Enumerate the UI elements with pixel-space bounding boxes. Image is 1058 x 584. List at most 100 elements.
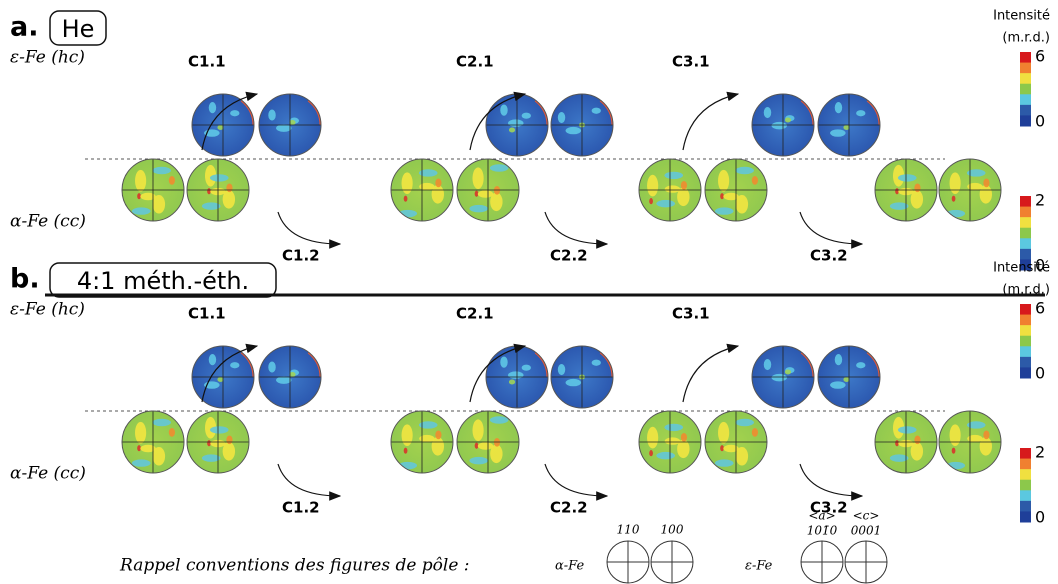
- colorbar-segment: [1020, 325, 1031, 337]
- legend-title: Rappel conventions des figures de pôle :: [119, 556, 470, 576]
- legend-phase: ε-Fe: [745, 559, 773, 574]
- pole-border: [874, 158, 938, 222]
- pole-border: [638, 158, 702, 222]
- legend-direction: <a>: [808, 509, 835, 523]
- pole-border: [638, 410, 702, 474]
- pole-blob: [500, 104, 508, 116]
- pole-blob: [889, 454, 909, 462]
- pole-blob: [591, 107, 601, 114]
- condition-box: [49, 262, 277, 298]
- pole-border: [550, 93, 614, 157]
- pole-blob: [718, 421, 730, 444]
- pole-blob: [830, 381, 846, 389]
- pole-border: [704, 410, 768, 474]
- pole-blob: [677, 187, 690, 207]
- pole-figure: [752, 346, 814, 408]
- pole-border: [751, 93, 815, 157]
- pole-figure: [752, 94, 814, 156]
- pole-figure: [705, 159, 767, 221]
- legend-direction: <c>: [853, 509, 880, 523]
- colorbar-segment: [1020, 448, 1031, 460]
- pole-blob: [591, 359, 601, 366]
- pole-figure: [192, 346, 254, 408]
- pole-blob: [419, 182, 435, 191]
- colorbar-segment: [1020, 511, 1031, 523]
- pole-blob: [735, 166, 754, 175]
- pole-blob: [647, 426, 659, 449]
- pole-blob: [403, 447, 408, 454]
- pole-blob: [209, 174, 229, 182]
- step-label: C3.1: [672, 305, 710, 323]
- pole-figure: [875, 411, 937, 473]
- colorbar-tick: 6: [1035, 47, 1045, 66]
- colorbar-segment: [1020, 259, 1031, 271]
- colorbar-tick: 6: [1035, 299, 1045, 318]
- pole-blob: [403, 195, 408, 202]
- colorbar-tick: 0: [1035, 112, 1045, 131]
- pole-blob: [751, 428, 759, 437]
- pole-blob: [664, 423, 684, 432]
- phase-label: ε-Fe (hc): [10, 300, 85, 320]
- pole-figure: [457, 159, 519, 221]
- pole-blob: [656, 451, 675, 460]
- colorbar-segment: [1020, 335, 1031, 347]
- pole-figure: [486, 94, 548, 156]
- colorbar-segment: [1020, 314, 1031, 326]
- pole-border: [186, 410, 250, 474]
- pole-blob: [647, 174, 659, 197]
- colorbar-segment: [1020, 469, 1031, 481]
- pole-blob: [649, 198, 653, 205]
- step-label: C2.1: [456, 305, 494, 323]
- colorbar-tick: 2: [1035, 443, 1045, 462]
- pole-blob: [763, 359, 772, 371]
- pole-blob: [490, 192, 503, 212]
- step-label: C3.2: [810, 247, 848, 265]
- pole-blob: [401, 424, 413, 447]
- pole-blob: [664, 437, 681, 445]
- pole-blob: [201, 202, 221, 210]
- pole-border: [817, 93, 881, 157]
- colorbar-segment: [1020, 217, 1031, 229]
- pole-blob: [565, 378, 582, 387]
- pole-blob: [914, 435, 921, 445]
- pole-blob: [289, 120, 296, 125]
- pole-blob: [723, 192, 739, 201]
- colorbar-segment: [1020, 227, 1031, 239]
- pole-blob: [735, 418, 754, 427]
- pole-blob: [771, 373, 788, 382]
- pole-border: [191, 93, 255, 157]
- pole-blob: [508, 379, 516, 385]
- pole-blob: [763, 107, 772, 119]
- colorbar-unit: (m.r.d.): [1002, 283, 1050, 298]
- pole-blob: [656, 199, 675, 208]
- pole-border: [704, 158, 768, 222]
- pole-border: [258, 345, 322, 409]
- pole-blob: [784, 369, 792, 375]
- pole-blob: [152, 166, 171, 175]
- pole-blob: [949, 424, 961, 447]
- colorbar-segment: [1020, 500, 1031, 512]
- panel-letter: b.: [10, 264, 40, 295]
- pole-blob: [720, 193, 724, 200]
- pole-blob: [966, 169, 986, 177]
- colorbar-tick: 2: [1035, 191, 1045, 210]
- pole-border: [121, 158, 185, 222]
- pole-blob: [951, 447, 956, 454]
- colorbar-segment: [1020, 94, 1031, 106]
- arrow: [469, 91, 527, 151]
- arrow: [799, 463, 864, 501]
- colorbar-title: Intensité: [993, 9, 1050, 24]
- pole-blob: [720, 445, 724, 452]
- pole-blob: [714, 207, 734, 215]
- pole-blob: [230, 362, 240, 369]
- condition-label: 4:1 méth.-éth.: [77, 267, 249, 295]
- pole-blob: [474, 442, 479, 449]
- colorbar-segment: [1020, 115, 1031, 127]
- pole-blob: [131, 459, 151, 467]
- pole-blob: [677, 439, 690, 459]
- arrow: [799, 211, 864, 249]
- pole-blob: [472, 419, 484, 442]
- pole-figure: [391, 411, 453, 473]
- pole-blob: [680, 433, 688, 442]
- pole-border: [751, 345, 815, 409]
